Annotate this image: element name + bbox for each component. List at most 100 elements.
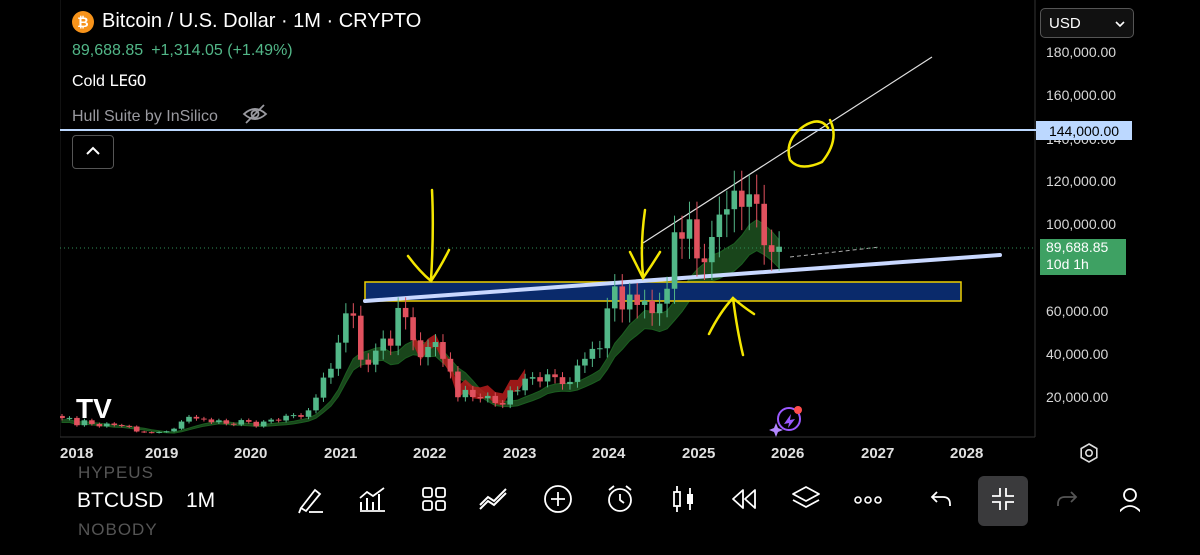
- candle-body: [216, 420, 222, 423]
- candle-body: [604, 308, 611, 349]
- time-axis-label: 2019: [145, 445, 179, 462]
- layout-button[interactable]: [417, 484, 451, 518]
- candle-body: [81, 420, 88, 426]
- bitcoin-icon: ₿: [72, 10, 94, 33]
- candle-body: [380, 338, 387, 351]
- arrow-2024-head: [628, 250, 662, 281]
- candle-body: [260, 421, 267, 427]
- collapse-icon: [990, 486, 1016, 517]
- candle-body: [432, 342, 439, 347]
- add-button[interactable]: [541, 484, 575, 518]
- candle-body: [656, 303, 663, 314]
- candle-body: [298, 415, 304, 417]
- candle-body: [470, 389, 476, 397]
- candle-body: [358, 315, 364, 360]
- indicator-cold-lego[interactable]: Cold LEGO: [72, 71, 146, 91]
- add-icon: [543, 484, 573, 519]
- time-axis-label: 2028: [950, 445, 984, 462]
- candle-body: [499, 403, 506, 405]
- redo-button[interactable]: [1050, 484, 1084, 518]
- candle-body: [522, 378, 528, 391]
- arrow-2025: [731, 296, 745, 357]
- candle-body: [387, 338, 394, 346]
- ai-badge-ring: [777, 407, 801, 431]
- currency-select[interactable]: USD: [1040, 8, 1134, 38]
- candle-body: [126, 425, 133, 427]
- candle-body: [440, 342, 446, 359]
- undo-button[interactable]: [924, 484, 958, 518]
- collapse-button[interactable]: [978, 476, 1028, 526]
- candle-body: [447, 358, 454, 372]
- lightning-icon: [784, 414, 795, 428]
- candle-body: [410, 317, 416, 341]
- compare-button[interactable]: [477, 484, 511, 518]
- time-axis-label: 2026: [771, 445, 805, 462]
- symbol-button[interactable]: BTCUSD: [77, 489, 164, 512]
- candle-body: [133, 426, 140, 432]
- draw-icon: [295, 484, 325, 519]
- candle-body: [664, 288, 670, 304]
- target-circle: [787, 118, 835, 168]
- horizontal-line-price-tag[interactable]: 144,000.00: [1036, 121, 1132, 140]
- interval-button[interactable]: 1M: [186, 489, 216, 512]
- annotations-top: TV: [76, 118, 835, 437]
- symbol-title[interactable]: ₿ Bitcoin / U.S. Dollar · 1M · CRYPTO: [72, 10, 421, 33]
- candle-body: [761, 203, 767, 246]
- more-icon: [853, 492, 883, 510]
- title-text: Bitcoin / U.S. Dollar · 1M · CRYPTO: [102, 10, 422, 32]
- candle-body: [552, 374, 558, 378]
- candle-body: [455, 371, 461, 398]
- redo-icon: [1055, 489, 1079, 514]
- ghost-symbol-top: HYPEUS: [78, 463, 154, 482]
- candle-body: [343, 313, 349, 343]
- layers-button[interactable]: [789, 484, 823, 518]
- candle-body: [649, 300, 655, 314]
- time-axis-label: 2020: [234, 445, 268, 462]
- candle-body: [634, 294, 640, 305]
- candle-body: [537, 377, 543, 382]
- candle-body: [163, 431, 170, 433]
- chart-settings-button[interactable]: [1076, 442, 1102, 468]
- last-price-value: 89,688.85: [1046, 239, 1109, 255]
- arrow-2022: [429, 188, 435, 282]
- draw-button[interactable]: [293, 484, 327, 518]
- candle-body: [582, 358, 588, 366]
- candle-body: [313, 397, 319, 411]
- candle-body: [372, 350, 379, 365]
- indicator-hull-suite[interactable]: Hull Suite by InSilico: [72, 104, 268, 129]
- indicator-suffix: LEGO: [109, 71, 146, 90]
- arrow-2022-head: [406, 248, 451, 283]
- candle-body: [731, 190, 738, 210]
- price-axis-label: 160,000.00: [1046, 87, 1117, 103]
- replay-icon: [729, 487, 759, 516]
- layers-icon: [791, 484, 821, 519]
- candle-body: [275, 419, 282, 421]
- candle-body: [701, 258, 708, 263]
- more-button[interactable]: [851, 484, 885, 518]
- tradingview-logo: TV: [76, 393, 112, 424]
- candle-body: [283, 415, 289, 421]
- collapse-legend-button[interactable]: [72, 135, 114, 169]
- alert-button[interactable]: [603, 484, 637, 518]
- candle-body: [96, 423, 103, 427]
- candle-body: [768, 245, 775, 252]
- chevron-up-icon: [85, 143, 101, 161]
- candle-body: [208, 419, 215, 423]
- price-axis-label: 120,000.00: [1046, 173, 1117, 189]
- eye-off-icon[interactable]: [242, 104, 268, 129]
- price-axis-label: 60,000.00: [1046, 303, 1109, 319]
- indicator-hull-label: Hull Suite by InSilico: [72, 107, 218, 125]
- price-axis-label: 20,000.00: [1046, 389, 1109, 405]
- candle-body: [201, 418, 207, 420]
- time-axis-label: 2025: [682, 445, 716, 462]
- account-button[interactable]: [1120, 484, 1140, 518]
- candle-body: [619, 286, 626, 310]
- candle-body: [118, 425, 125, 427]
- indicators-button[interactable]: [355, 484, 389, 518]
- price-change: +1,314.05 (+1.49%): [151, 42, 293, 59]
- compare-icon: [478, 485, 510, 518]
- candle-body: [544, 374, 551, 382]
- candle-type-button[interactable]: [667, 484, 701, 518]
- replay-button[interactable]: [727, 484, 761, 518]
